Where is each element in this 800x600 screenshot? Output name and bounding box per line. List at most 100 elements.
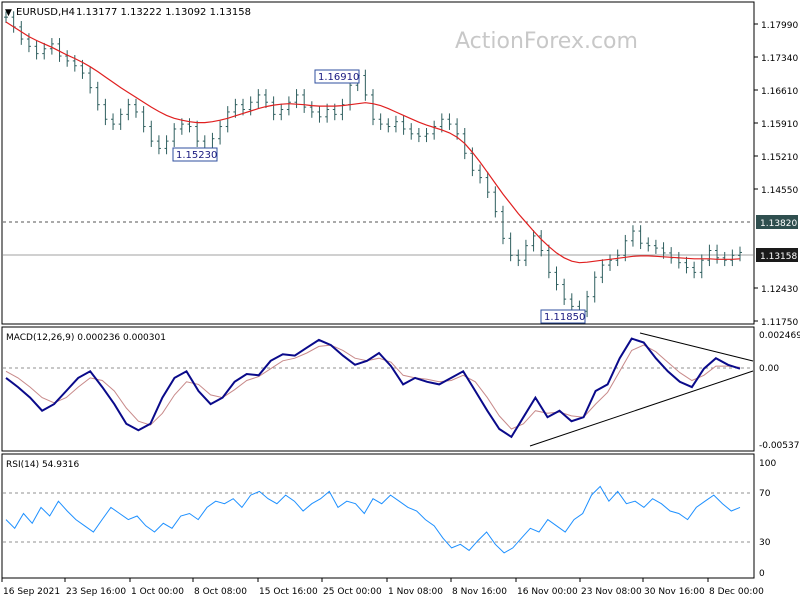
macd-panel-title: MACD(12,26,9) 0.000236 0.000301 (6, 333, 166, 343)
price-bar (286, 96, 291, 116)
price-bar (715, 244, 720, 264)
price-bar (539, 230, 544, 257)
price-bar (111, 113, 116, 130)
price-bar (378, 113, 383, 130)
price-bar (493, 186, 498, 218)
price-bars (4, 11, 742, 318)
price-bar (72, 55, 77, 72)
price-bar (401, 115, 406, 135)
ohlc-values: 1.13177 1.13222 1.13092 1.13158 (76, 7, 251, 18)
price-tick-label: 1.11750 (761, 318, 798, 328)
price-bar (416, 127, 421, 143)
x-tick-label: 23 Nov 08:00 (581, 587, 642, 597)
rsi-tick-label: 70 (759, 489, 771, 499)
price-bar (42, 42, 47, 60)
price-bar (179, 118, 184, 135)
price-bar (363, 69, 368, 101)
price-bar (386, 118, 391, 133)
price-bar (218, 120, 223, 145)
price-bar (592, 271, 597, 303)
macd-y-axis: 0.002469 0.00 -0.005375 (759, 331, 800, 451)
price-bar (523, 239, 528, 267)
price-bar (248, 96, 253, 116)
price-panel-frame (1, 1, 755, 325)
price-bar (256, 89, 261, 109)
price-bar (600, 259, 605, 284)
price-bar (49, 38, 54, 55)
x-tick-label: 8 Oct 08:00 (194, 587, 247, 597)
price-annotation-1-11850: 1.11850 (540, 309, 586, 324)
price-bar (103, 98, 108, 126)
x-tick-label: 15 Oct 16:00 (259, 587, 318, 597)
price-bar (340, 98, 345, 121)
x-tick-label: 23 Sep 16:00 (66, 587, 126, 597)
symbol-label: EURUSD,H4 (16, 7, 75, 18)
price-bar (233, 98, 238, 118)
price-bar (508, 232, 513, 262)
price-bar (684, 256, 689, 274)
x-tick-label: 16 Nov 00:00 (517, 587, 578, 597)
price-bar (279, 103, 284, 121)
price-bar (455, 118, 460, 140)
price-bar (156, 135, 161, 155)
macd-panel-frame (1, 326, 755, 452)
price-bar (439, 113, 444, 133)
price-bar (80, 59, 85, 79)
price-bar (432, 120, 437, 140)
price-annotation-label: 1.16910 (318, 72, 359, 83)
x-axis: 16 Sep 2021 23 Sep 16:00 1 Oct 00:00 8 Oct … (1, 578, 764, 597)
price-bar (88, 67, 93, 94)
macd-lower-trendline (529, 370, 754, 447)
price-bar (630, 225, 635, 247)
price-annotation-1-16910: 1.16910 (314, 69, 360, 84)
price-bar (325, 103, 330, 123)
price-annotation-1-15230: 1.15230 (172, 147, 218, 162)
rsi-panel-title: RSI(14) 54.9316 (6, 460, 79, 470)
price-bar (707, 244, 712, 267)
macd-upper-trendline (639, 332, 754, 362)
price-bar (195, 120, 200, 147)
x-tick-label: 1 Nov 08:00 (388, 587, 443, 597)
price-bar (4, 11, 8, 23)
price-bar (149, 120, 154, 147)
price-bar (661, 242, 666, 259)
x-tick-label: 30 Nov 16:00 (644, 587, 705, 597)
price-bar (118, 108, 123, 130)
price-bar (447, 113, 452, 130)
price-bar (569, 293, 574, 313)
rsi-tick-label: 0 (759, 569, 765, 579)
price-bar (65, 50, 70, 67)
price-bar (424, 127, 429, 143)
x-tick-label: 8 Nov 16:00 (452, 587, 507, 597)
symbol-dropdown-icon[interactable]: ▼ (5, 8, 12, 18)
rsi-line (5, 485, 741, 554)
rsi-tick-label: 30 (759, 538, 771, 548)
price-bar (485, 171, 490, 199)
price-bar (554, 266, 559, 291)
macd-tick-label: 0.002469 (759, 331, 800, 341)
price-bar (653, 239, 658, 254)
price-y-axis: 1.17990 1.17340 1.16610 1.15910 1.15210 … (754, 21, 798, 328)
price-bar (164, 135, 169, 155)
current-price-label: 1.13158 (760, 252, 797, 262)
price-bar (57, 38, 62, 62)
price-bar (309, 101, 314, 118)
price-annotation-label: 1.15230 (176, 150, 217, 161)
price-tick-label: 1.12430 (761, 285, 798, 295)
price-bar (608, 254, 613, 271)
price-bar (478, 164, 483, 184)
rsi-panel-frame (1, 453, 755, 579)
price-bar (692, 261, 697, 279)
price-bar (730, 249, 735, 267)
price-tick-label: 1.16610 (761, 87, 798, 97)
price-bar (317, 106, 322, 123)
price-bar (133, 98, 138, 118)
macd-tick-label: -0.005375 (759, 441, 800, 451)
rsi-tick-label: 100 (759, 459, 776, 469)
price-bar (302, 89, 307, 113)
price-bar (738, 246, 742, 262)
price-bar (34, 40, 39, 60)
moving-average-line (5, 21, 741, 264)
price-bar (409, 123, 414, 140)
current-price-box (756, 248, 798, 262)
